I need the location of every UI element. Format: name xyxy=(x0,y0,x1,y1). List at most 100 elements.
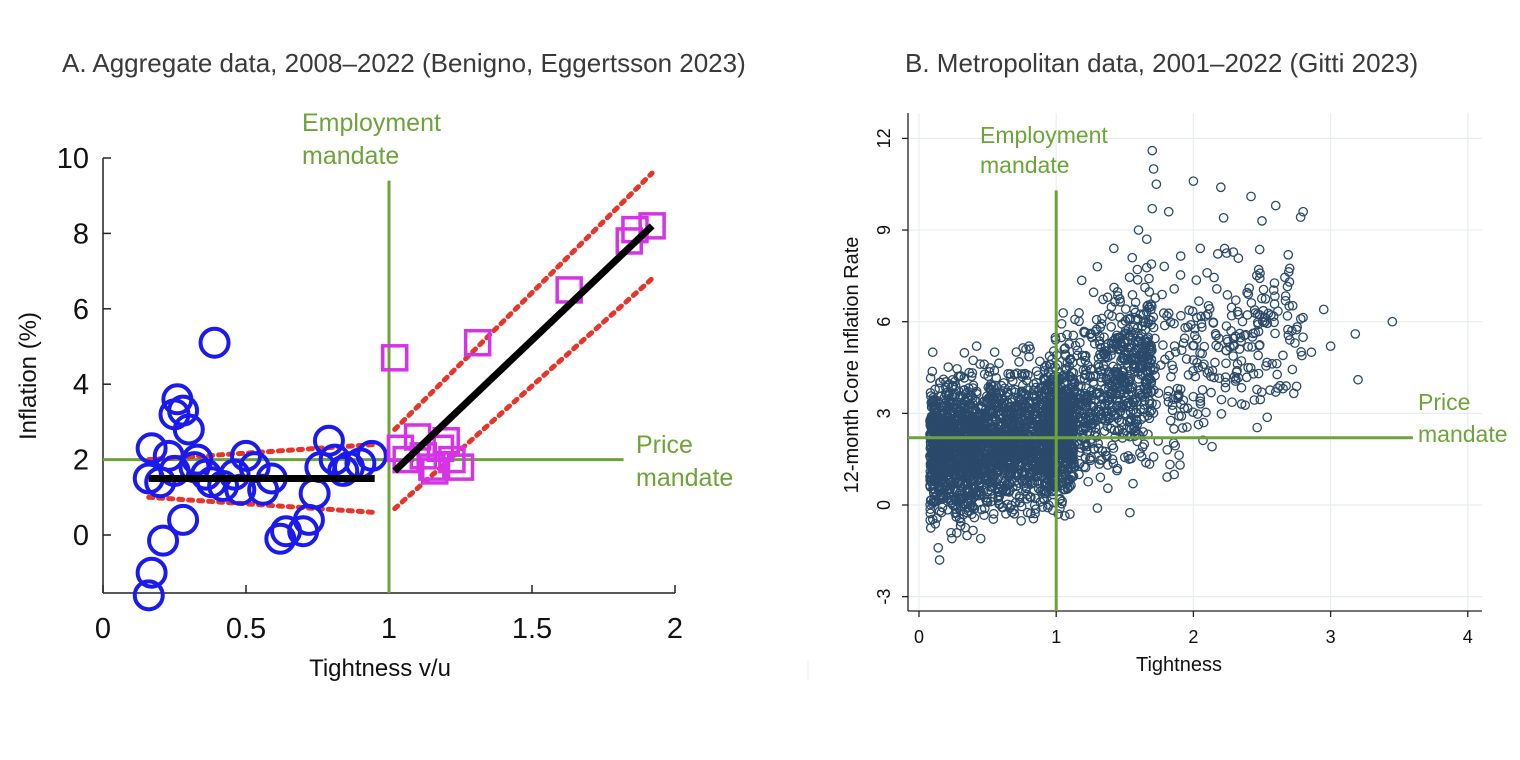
a-y-axis-label: Inflation (%) xyxy=(15,312,42,440)
b-point xyxy=(975,533,986,544)
b-point xyxy=(1137,442,1148,452)
b-point xyxy=(1115,389,1125,399)
b-point xyxy=(1211,330,1221,341)
b-y-tick-label: 0 xyxy=(874,500,894,510)
b-point xyxy=(1215,182,1226,193)
b-point xyxy=(925,373,936,383)
b-point xyxy=(1269,317,1279,328)
b-point xyxy=(1103,483,1113,494)
b-point xyxy=(1097,455,1107,465)
b-point xyxy=(1211,284,1222,294)
b-point xyxy=(1257,216,1267,226)
b-point xyxy=(1228,333,1239,344)
b-point xyxy=(966,509,977,520)
b-point xyxy=(1280,291,1291,301)
b-point xyxy=(1195,398,1206,409)
b-point xyxy=(1175,251,1186,261)
b-point xyxy=(1227,397,1237,408)
b-point xyxy=(937,443,948,453)
b-point xyxy=(985,464,995,474)
b-point xyxy=(1249,305,1260,315)
b-point xyxy=(955,494,965,505)
b-point xyxy=(1008,418,1019,428)
b-y-axis-label: 12-month Core Inflation Rate xyxy=(841,237,863,494)
b-point xyxy=(1287,364,1298,375)
b-point xyxy=(1120,355,1130,366)
a-point-circle xyxy=(135,432,168,465)
b-point xyxy=(1098,361,1109,371)
b-y-tick-label: 3 xyxy=(874,408,894,418)
b-point xyxy=(1001,435,1011,445)
b-point xyxy=(1053,430,1063,441)
b-point xyxy=(1172,383,1183,394)
b-point xyxy=(1268,311,1279,322)
a-y-tick-label: 8 xyxy=(73,218,89,250)
b-point xyxy=(1211,340,1221,351)
b-point xyxy=(1147,145,1158,156)
b-point xyxy=(1034,394,1045,404)
b-point xyxy=(1116,355,1126,366)
b-point xyxy=(1099,426,1110,436)
b-point xyxy=(994,358,1004,369)
b-point xyxy=(934,413,945,423)
b-point xyxy=(1066,406,1077,416)
b-point xyxy=(1086,332,1097,343)
b-point xyxy=(1043,460,1054,470)
b-point xyxy=(1178,338,1189,348)
b-point xyxy=(938,374,949,385)
b-point xyxy=(1105,423,1116,434)
b-point xyxy=(1078,365,1089,376)
b-point xyxy=(934,480,945,491)
b-point xyxy=(1077,397,1088,407)
b-point xyxy=(1220,382,1231,393)
b-point xyxy=(925,523,936,533)
b-point xyxy=(1270,328,1280,339)
b-point xyxy=(1283,249,1294,260)
b-point xyxy=(927,498,938,509)
b-point xyxy=(1058,308,1069,318)
b-point xyxy=(1096,343,1106,353)
b-point xyxy=(1196,318,1207,329)
b-point xyxy=(1016,369,1027,379)
a-price-annotation: Price xyxy=(636,431,693,459)
b-point xyxy=(1097,313,1107,324)
b-point xyxy=(974,480,984,491)
a-y-tick-label: 6 xyxy=(73,294,89,326)
b-point xyxy=(1141,306,1152,317)
b-point xyxy=(1163,386,1174,396)
b-point xyxy=(1065,509,1075,520)
b-point xyxy=(1278,350,1288,361)
b-point xyxy=(937,493,948,504)
a-point-circle xyxy=(172,413,205,446)
b-point xyxy=(1175,460,1185,470)
b-point xyxy=(1090,422,1101,433)
b-point xyxy=(936,507,947,518)
a-point-circle xyxy=(264,522,297,555)
b-point xyxy=(1169,341,1180,351)
b-point xyxy=(1258,284,1269,295)
b-point xyxy=(1387,316,1398,327)
b-point xyxy=(1242,287,1252,298)
panel-b-title: B. Metropolitan data, 2001–2022 (Gitti 2… xyxy=(905,48,1419,78)
b-point xyxy=(1059,510,1070,521)
b-point xyxy=(1085,372,1095,382)
b-point xyxy=(928,463,939,474)
b-point xyxy=(1148,385,1159,396)
b-point xyxy=(1043,475,1053,486)
b-point xyxy=(1169,284,1180,294)
b-point xyxy=(1252,384,1262,395)
b-point xyxy=(1254,340,1265,351)
b-point xyxy=(1167,405,1178,416)
b-point xyxy=(1016,401,1027,412)
a-employment-annotation: mandate xyxy=(302,142,399,170)
b-point xyxy=(1219,243,1230,254)
b-point xyxy=(1325,341,1336,351)
a-y-tick-label: 2 xyxy=(73,445,89,477)
b-point xyxy=(1282,281,1293,292)
b-point xyxy=(1196,311,1206,322)
b-point xyxy=(1074,458,1085,469)
b-point xyxy=(1141,234,1152,245)
b-point xyxy=(966,498,976,508)
b-point xyxy=(989,365,1000,376)
